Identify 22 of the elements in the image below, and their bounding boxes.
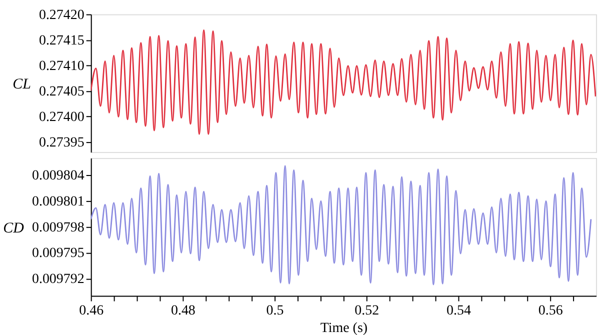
x-tick-label: 0.56: [538, 303, 563, 318]
y-tick-label: 0.27420: [38, 8, 84, 23]
y-tick-label: 0.009795: [32, 246, 84, 262]
x-tick-label: 0.48: [170, 303, 196, 318]
x-tick-label: 0.52: [354, 303, 380, 318]
y-tick-label: 0.27415: [38, 33, 84, 48]
y-axis-title: CL: [12, 76, 31, 93]
y-tick-label: 0.009804: [32, 168, 84, 184]
x-tick-label: 0.5: [266, 303, 284, 318]
y-tick-label: 0.27410: [38, 58, 84, 74]
y-tick-label: 0.009801: [32, 194, 84, 210]
y-tick-label: 0.009792: [32, 272, 84, 288]
y-tick-label: 0.27400: [38, 110, 84, 125]
x-tick-label: 0.54: [446, 303, 471, 318]
x-tick-label: 0.46: [79, 303, 104, 318]
y-tick-label: 0.27405: [38, 84, 84, 100]
line-series: [90, 165, 592, 286]
y-tick-label: 0.27395: [38, 135, 84, 150]
x-axis-title: Time (s): [320, 321, 368, 335]
y-tick-label: 0.009798: [32, 220, 84, 236]
line-series: [90, 29, 596, 135]
y-axis-title: CD: [3, 220, 24, 236]
